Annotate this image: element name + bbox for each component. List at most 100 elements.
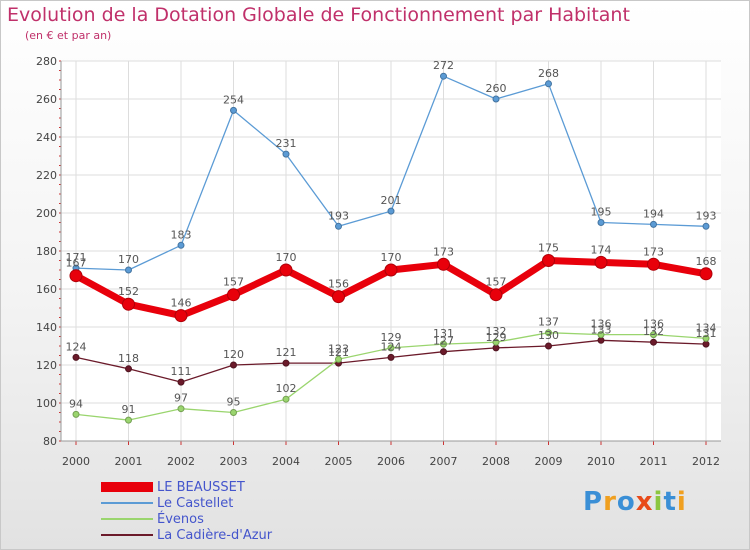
x-tick-label: 2010 (587, 455, 615, 468)
legend-item: Évenos (101, 511, 204, 527)
x-tick-label: 2005 (325, 455, 353, 468)
data-label-evenos: 91 (122, 403, 136, 416)
data-point-le-castellet (597, 219, 605, 226)
y-tick-label: 200 (36, 207, 57, 220)
x-tick-label: 2000 (62, 455, 90, 468)
data-label-le-castellet: 201 (381, 194, 402, 207)
axis-layer: 80 100 120 140 160 180 200 220 240 260 280 2000 2001… (36, 55, 721, 468)
data-label-la-cadiere-d-azur: 111 (171, 365, 192, 378)
data-label-evenos: 132 (486, 325, 507, 338)
data-label-le-castellet: 231 (276, 137, 297, 150)
legend-item: LE BEAUSSET (101, 479, 245, 495)
data-label-la-cadiere-d-azur: 121 (276, 346, 297, 359)
data-point-evenos (177, 405, 185, 413)
data-point-la-cadiere-d-azur (230, 361, 237, 369)
proxiti-logo: Proxiti (583, 487, 687, 517)
data-label-le-beausset: 170 (276, 251, 297, 264)
data-label-la-cadiere-d-azur: 129 (486, 331, 507, 344)
data-point-la-cadiere-d-azur (702, 340, 710, 348)
data-point-evenos (230, 409, 237, 416)
x-tick-label: 2008 (482, 455, 510, 468)
data-point-le-beausset (332, 290, 345, 304)
data-point-le-castellet (440, 72, 447, 80)
legend-swatch (101, 482, 153, 492)
data-point-le-beausset (594, 255, 608, 269)
data-point-le-beausset (437, 257, 450, 271)
legend-label: Le Castellet (157, 495, 234, 511)
data-label-le-castellet: 260 (486, 82, 507, 95)
data-label-evenos: 136 (591, 318, 612, 331)
data-label-le-beausset: 168 (696, 255, 717, 268)
data-label-evenos: 134 (696, 321, 717, 334)
x-tick-label: 2001 (115, 455, 143, 468)
data-point-evenos (650, 331, 657, 339)
data-label-evenos: 94 (69, 397, 83, 410)
logo-letter: x (635, 487, 654, 517)
data-point-le-beausset (489, 288, 503, 302)
logo-letter: i (653, 487, 664, 517)
data-label-evenos: 129 (381, 331, 402, 344)
data-label-la-cadiere-d-azur: 131 (696, 327, 717, 340)
data-point-evenos (440, 340, 447, 348)
y-tick-label: 80 (43, 435, 57, 448)
data-point-evenos (72, 410, 80, 418)
logo-letter: i (676, 487, 687, 517)
data-point-evenos (702, 334, 710, 342)
series-layer (69, 72, 713, 424)
data-point-le-castellet (492, 95, 500, 103)
legend-label: LE BEAUSSET (157, 479, 245, 495)
data-label-le-beausset: 157 (223, 276, 244, 289)
y-tick-label: 140 (36, 321, 57, 334)
legend-label: Évenos (157, 511, 204, 527)
legend-item: Le Castellet (101, 495, 233, 511)
y-tick-label: 240 (36, 131, 57, 144)
data-point-le-beausset (542, 254, 555, 267)
data-label-la-cadiere-d-azur: 121 (328, 346, 349, 359)
data-point-evenos (387, 344, 395, 352)
data-point-evenos (282, 395, 290, 403)
chart-title: Evolution de la Dotation Globale de Fonc… (7, 4, 630, 26)
logo-letter: P (583, 487, 604, 517)
data-point-evenos (335, 355, 342, 363)
data-point-evenos (492, 338, 500, 346)
data-label-le-beausset: 146 (171, 297, 192, 310)
data-point-le-castellet (282, 150, 290, 158)
data-point-la-cadiere-d-azur (545, 342, 552, 350)
y-tick-label: 160 (36, 283, 57, 296)
data-label-la-cadiere-d-azur: 130 (538, 329, 559, 342)
chart-subtitle: (en € et par an) (25, 29, 112, 42)
x-tick-label: 2004 (272, 455, 300, 468)
data-label-evenos: 123 (328, 342, 349, 355)
data-label-le-castellet: 195 (591, 206, 612, 219)
y-tick-label: 220 (36, 169, 57, 182)
y-tick-label: 100 (36, 397, 57, 410)
data-point-la-cadiere-d-azur (492, 344, 500, 352)
legend-label: La Cadière-d'Azur (157, 527, 273, 543)
data-point-la-cadiere-d-azur (597, 336, 605, 344)
data-label-le-castellet: 171 (66, 251, 87, 264)
data-label-evenos: 102 (276, 382, 297, 395)
data-label-evenos: 97 (174, 392, 188, 405)
data-point-le-castellet (335, 222, 342, 230)
data-label-le-beausset: 173 (643, 245, 664, 258)
data-point-la-cadiere-d-azur (177, 378, 185, 386)
data-label-la-cadiere-d-azur: 118 (118, 352, 139, 365)
data-point-le-castellet (702, 222, 710, 230)
data-label-le-castellet: 170 (118, 253, 139, 266)
data-point-la-cadiere-d-azur (282, 359, 290, 367)
x-tick-label: 2007 (430, 455, 458, 468)
data-label-le-castellet: 194 (643, 207, 664, 220)
data-point-la-cadiere-d-azur (440, 348, 447, 356)
data-label-le-castellet: 193 (328, 209, 349, 222)
data-point-evenos (125, 416, 132, 424)
data-point-le-beausset (122, 297, 135, 311)
x-tick-label: 2003 (220, 455, 248, 468)
data-label-le-castellet: 193 (696, 209, 717, 222)
logo-letter: r (603, 487, 617, 517)
data-point-la-cadiere-d-azur (125, 365, 132, 373)
legend-item: La Cadière-d'Azur (101, 527, 272, 543)
data-point-evenos (597, 331, 605, 339)
data-label-evenos: 137 (538, 316, 559, 329)
data-label-le-beausset: 173 (433, 245, 454, 258)
